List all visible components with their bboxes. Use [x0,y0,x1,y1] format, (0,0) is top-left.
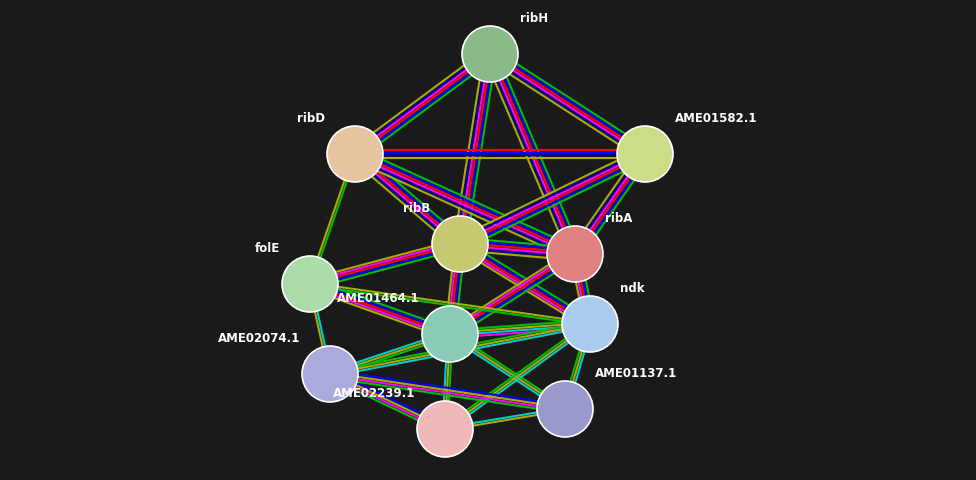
Circle shape [422,306,478,362]
Circle shape [302,346,358,402]
Text: ribD: ribD [297,112,325,125]
Text: ribB: ribB [403,202,430,215]
Text: ndk: ndk [620,281,644,294]
Text: ribA: ribA [605,212,632,225]
Circle shape [282,256,338,312]
Circle shape [462,27,518,83]
Circle shape [547,227,603,282]
Circle shape [432,216,488,273]
Text: AME01137.1: AME01137.1 [595,366,677,379]
Circle shape [562,296,618,352]
Text: AME02239.1: AME02239.1 [333,386,415,399]
Circle shape [617,127,673,182]
Circle shape [417,401,473,457]
Text: folE: folE [255,241,280,254]
Circle shape [537,381,593,437]
Text: AME01582.1: AME01582.1 [675,112,757,125]
Text: ribH: ribH [520,12,549,25]
Circle shape [327,127,383,182]
Text: AME01464.1: AME01464.1 [338,291,420,304]
Text: AME02074.1: AME02074.1 [218,331,300,344]
